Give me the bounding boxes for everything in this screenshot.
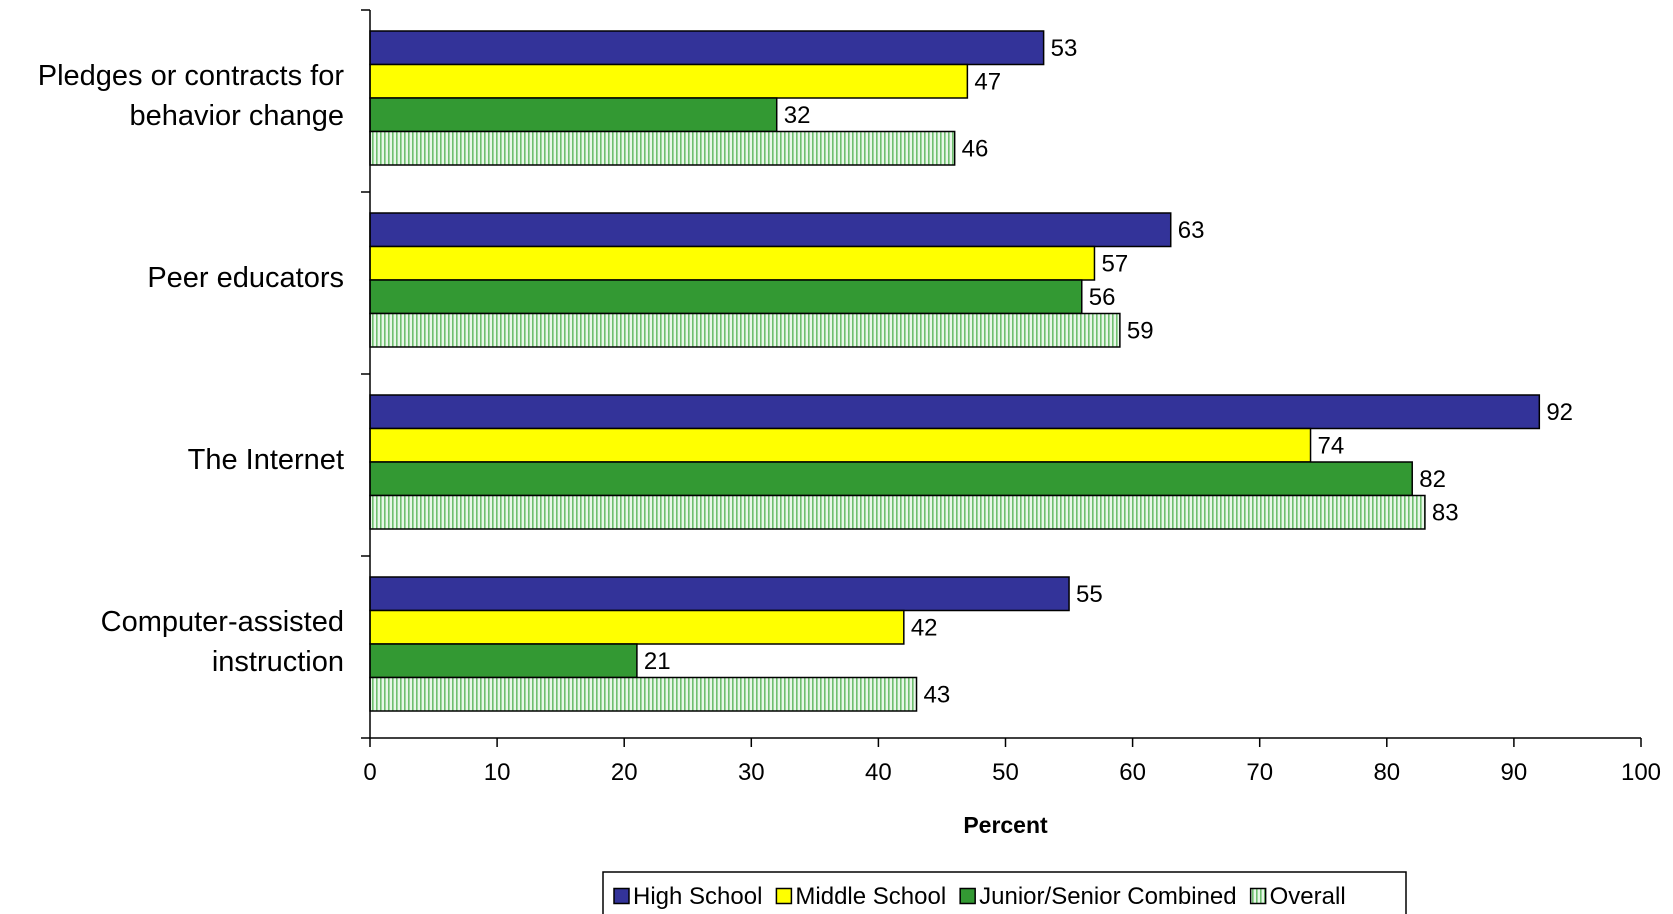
bar bbox=[369, 394, 1541, 430]
data-label: 74 bbox=[1318, 432, 1345, 459]
data-label: 46 bbox=[962, 135, 989, 162]
x-tick-label: 0 bbox=[363, 759, 376, 786]
x-tick-label: 80 bbox=[1373, 759, 1400, 786]
data-label: 92 bbox=[1546, 399, 1573, 426]
data-label: 63 bbox=[1178, 217, 1205, 244]
data-label: 82 bbox=[1419, 466, 1446, 493]
data-label: 21 bbox=[644, 648, 671, 675]
category-label: Pledges or contracts for behavior change bbox=[38, 60, 345, 132]
bar bbox=[369, 312, 1121, 348]
x-tick-label: 50 bbox=[992, 759, 1019, 786]
bar-group: 53 47 32 46 bbox=[369, 30, 1078, 166]
bar bbox=[369, 676, 918, 712]
x-tick-label: 30 bbox=[738, 759, 765, 786]
legend: High School Middle School Junior/Senior Co… bbox=[602, 871, 1407, 914]
data-label: 53 bbox=[1051, 35, 1078, 62]
x-tick-label: 100 bbox=[1621, 759, 1661, 786]
bar bbox=[369, 279, 1083, 315]
bar bbox=[369, 461, 1413, 497]
legend-label: Junior/Senior Combined bbox=[979, 883, 1236, 910]
legend-label: High School bbox=[633, 883, 762, 910]
bar bbox=[369, 494, 1426, 530]
x-tick-label: 90 bbox=[1501, 759, 1528, 786]
x-tick-label: 10 bbox=[484, 759, 511, 786]
bar bbox=[369, 427, 1312, 463]
legend-swatch bbox=[959, 887, 976, 905]
legend-item: Middle School bbox=[775, 883, 946, 910]
x-axis-title: Percent bbox=[963, 812, 1048, 838]
x-tick-label: 20 bbox=[611, 759, 638, 786]
data-label: 47 bbox=[974, 68, 1001, 95]
legend-label: Middle School bbox=[795, 883, 946, 910]
bar bbox=[369, 643, 638, 679]
data-label: 83 bbox=[1432, 499, 1459, 526]
legend-item: High School bbox=[613, 883, 762, 910]
bar bbox=[369, 245, 1096, 281]
bar-group: 92 74 82 83 bbox=[369, 394, 1573, 530]
legend-swatch bbox=[775, 887, 793, 905]
category-label: Computer-assisted instruction bbox=[101, 606, 344, 678]
data-label: 43 bbox=[924, 681, 951, 708]
x-tick-label: 40 bbox=[865, 759, 892, 786]
data-label: 59 bbox=[1127, 317, 1154, 344]
plot-area: 53 47 32 46 63 57 56 59 92 74 82 83 55 42 21 43 bbox=[369, 30, 1573, 712]
bar bbox=[369, 130, 956, 166]
x-tick-label: 70 bbox=[1246, 759, 1273, 786]
data-label: 32 bbox=[784, 102, 811, 129]
legend-item: Junior/Senior Combined bbox=[959, 883, 1237, 910]
category-label: The Internet bbox=[188, 444, 344, 476]
legend-box bbox=[602, 871, 1407, 914]
x-tick-label: 60 bbox=[1119, 759, 1146, 786]
data-label: 57 bbox=[1101, 250, 1128, 277]
bar bbox=[369, 609, 905, 645]
bar bbox=[369, 212, 1172, 248]
bar bbox=[369, 97, 778, 133]
legend-item: Overall bbox=[1249, 883, 1346, 910]
data-label: 42 bbox=[911, 614, 938, 641]
bar bbox=[369, 576, 1070, 612]
bar bbox=[369, 63, 969, 99]
legend-swatch bbox=[613, 887, 630, 905]
category-label: Peer educators bbox=[147, 262, 344, 294]
bar bbox=[369, 30, 1045, 66]
bar-group: 63 57 56 59 bbox=[369, 212, 1205, 348]
data-label: 55 bbox=[1076, 581, 1103, 608]
data-label: 56 bbox=[1089, 284, 1116, 311]
bar-group: 55 42 21 43 bbox=[369, 576, 1103, 712]
axes: Pledges or contracts for behavior change P… bbox=[38, 9, 1661, 838]
legend-label: Overall bbox=[1270, 883, 1346, 910]
legend-swatch bbox=[1249, 887, 1267, 905]
